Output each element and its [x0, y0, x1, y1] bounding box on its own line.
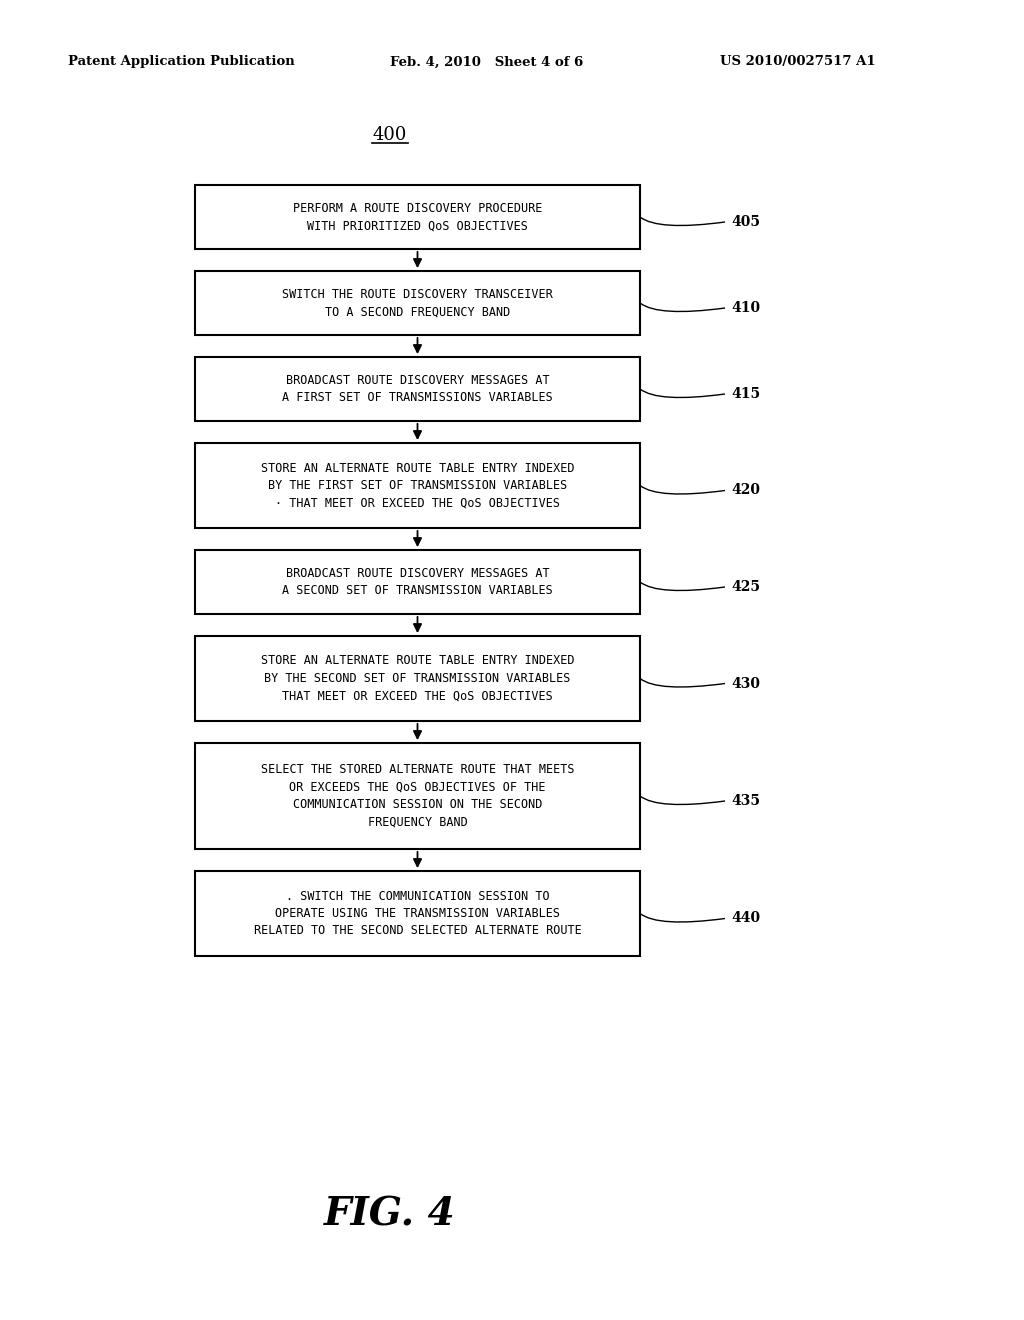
Text: PERFORM A ROUTE DISCOVERY PROCEDURE
WITH PRIORITIZED QoS OBJECTIVES: PERFORM A ROUTE DISCOVERY PROCEDURE WITH…	[293, 202, 542, 232]
Text: US 2010/0027517 A1: US 2010/0027517 A1	[720, 55, 876, 69]
Text: BROADCAST ROUTE DISCOVERY MESSAGES AT
A FIRST SET OF TRANSMISSIONS VARIABLES: BROADCAST ROUTE DISCOVERY MESSAGES AT A …	[283, 374, 553, 404]
Text: STORE AN ALTERNATE ROUTE TABLE ENTRY INDEXED
BY THE FIRST SET OF TRANSMISSION VA: STORE AN ALTERNATE ROUTE TABLE ENTRY IND…	[261, 462, 574, 510]
Text: FIG. 4: FIG. 4	[325, 1196, 456, 1234]
Text: SWITCH THE ROUTE DISCOVERY TRANSCEIVER
TO A SECOND FREQUENCY BAND: SWITCH THE ROUTE DISCOVERY TRANSCEIVER T…	[283, 288, 553, 318]
Text: 440: 440	[731, 912, 760, 925]
Text: 415: 415	[731, 387, 760, 401]
Text: 425: 425	[731, 579, 760, 594]
Text: 420: 420	[731, 483, 760, 498]
Bar	[195, 636, 640, 721]
Text: Patent Application Publication: Patent Application Publication	[68, 55, 295, 69]
Bar	[195, 550, 640, 614]
Text: 435: 435	[731, 795, 760, 808]
Bar	[195, 743, 640, 849]
Bar	[195, 185, 640, 249]
Bar	[195, 871, 640, 956]
Bar	[195, 444, 640, 528]
Text: Feb. 4, 2010   Sheet 4 of 6: Feb. 4, 2010 Sheet 4 of 6	[390, 55, 584, 69]
Text: BROADCAST ROUTE DISCOVERY MESSAGES AT
A SECOND SET OF TRANSMISSION VARIABLES: BROADCAST ROUTE DISCOVERY MESSAGES AT A …	[283, 566, 553, 597]
Text: 405: 405	[731, 215, 760, 228]
Bar	[195, 356, 640, 421]
Text: 430: 430	[731, 676, 760, 690]
Text: STORE AN ALTERNATE ROUTE TABLE ENTRY INDEXED
BY THE SECOND SET OF TRANSMISSION V: STORE AN ALTERNATE ROUTE TABLE ENTRY IND…	[261, 655, 574, 702]
Text: . SWITCH THE COMMUNICATION SESSION TO
OPERATE USING THE TRANSMISSION VARIABLES
R: . SWITCH THE COMMUNICATION SESSION TO OP…	[254, 890, 582, 937]
Text: 400: 400	[373, 125, 408, 144]
Text: SELECT THE STORED ALTERNATE ROUTE THAT MEETS
OR EXCEEDS THE QoS OBJECTIVES OF TH: SELECT THE STORED ALTERNATE ROUTE THAT M…	[261, 763, 574, 829]
Bar	[195, 271, 640, 335]
Text: 410: 410	[731, 301, 760, 315]
